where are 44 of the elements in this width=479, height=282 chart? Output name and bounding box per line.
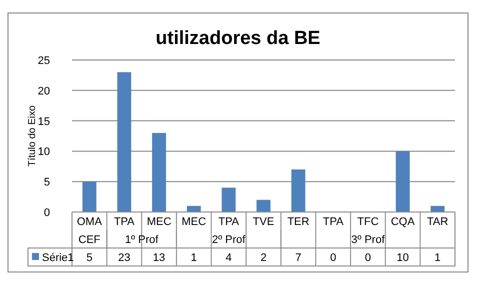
x-tick-label: TPA	[218, 216, 240, 228]
chart-title: utilizadores da BE	[156, 28, 320, 49]
y-tick-label: 15	[38, 116, 50, 128]
data-label: 1	[190, 252, 197, 264]
text: 1º Prof	[124, 234, 160, 246]
bar	[396, 151, 410, 212]
x-tick-label: MEC	[146, 216, 172, 228]
bar	[152, 132, 166, 212]
x-tick-label: MEC	[182, 216, 206, 228]
x-tick-label: TER	[287, 216, 310, 228]
bar	[222, 188, 236, 212]
y-tick-label: 25	[38, 55, 50, 67]
data-label: 23	[118, 252, 130, 264]
data-label: 0	[330, 252, 336, 264]
bar	[430, 206, 445, 212]
text: CEF	[78, 234, 101, 246]
x-tick-label: TFC	[357, 216, 379, 228]
data-label: 1	[434, 252, 441, 264]
x-tick-label: TPA	[114, 216, 136, 228]
y-tick-label: 0	[44, 207, 50, 219]
data-label: 2	[260, 252, 267, 264]
legend-label: Série1	[42, 252, 74, 264]
x-tick-label: CQA	[390, 216, 416, 228]
bar	[82, 182, 96, 212]
text: 3º Prof	[351, 234, 386, 246]
bar	[117, 72, 132, 212]
x-tick-label: TPA	[322, 216, 344, 228]
data-label: 7	[295, 252, 302, 264]
x-tick-label: OMA	[76, 216, 103, 228]
bar	[186, 206, 201, 212]
x-tick-label: TAR	[426, 216, 448, 228]
data-label: 13	[152, 252, 166, 264]
y-tick-label: 5	[44, 176, 50, 189]
bar	[291, 169, 306, 212]
y-tick-label: 10	[38, 146, 50, 158]
data-label: 4	[226, 252, 232, 264]
x-tick-label: TVE	[252, 216, 274, 228]
data-label: 10	[396, 252, 409, 264]
text: 2º Prof	[212, 234, 246, 246]
bar	[256, 200, 270, 212]
data-label: 0	[364, 252, 372, 264]
y-axis-title: Título do Eixo	[27, 104, 38, 167]
data-label: 5	[86, 252, 92, 264]
y-tick-label: 20	[38, 85, 50, 98]
